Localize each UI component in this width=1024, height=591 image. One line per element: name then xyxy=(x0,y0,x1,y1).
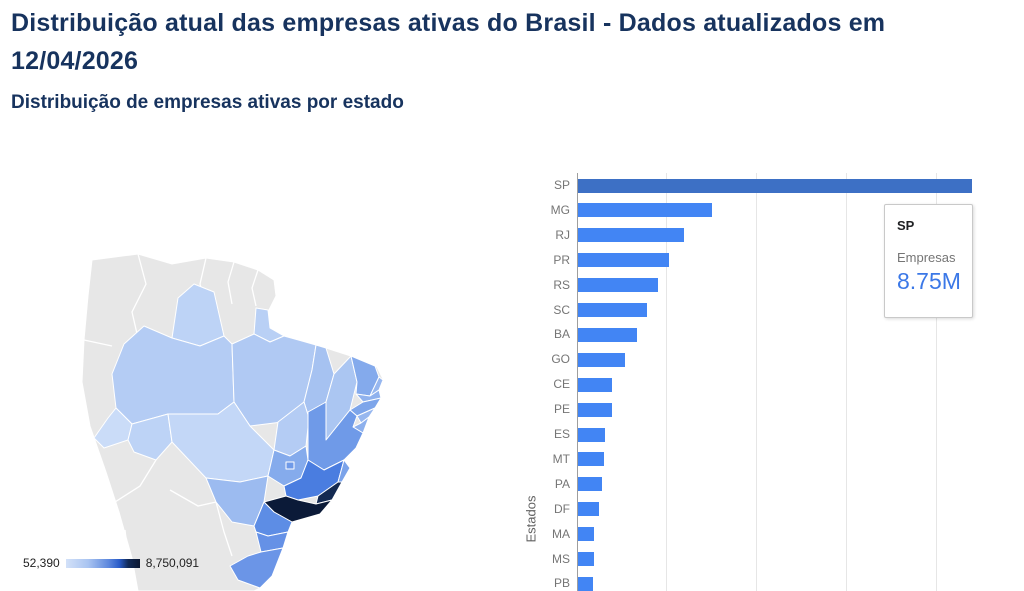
bar-tick-label-BA: BA xyxy=(553,327,570,342)
bar-MA[interactable] xyxy=(578,527,594,542)
bar-BA[interactable] xyxy=(578,327,637,342)
legend-max-label: 8,750,091 xyxy=(145,556,200,570)
bar-tick-label-SC: SC xyxy=(553,302,570,317)
bar-MG[interactable] xyxy=(578,203,712,218)
bar-tick-label-DF: DF xyxy=(554,501,570,516)
legend-gradient-bar[interactable] xyxy=(65,558,140,568)
state-AM[interactable] xyxy=(111,325,235,425)
state-DF[interactable] xyxy=(285,461,295,470)
bar-tick-label-RS: RS xyxy=(553,277,570,292)
state-RS[interactable] xyxy=(229,547,284,589)
bar-tick-label-PR: PR xyxy=(553,252,570,267)
bar-SC[interactable] xyxy=(578,303,647,317)
bar-tick-label-MG: MG xyxy=(550,202,570,217)
bar-tick-label-MA: MA xyxy=(552,526,570,541)
brazil-choropleth-map: 52,390 8,750,091 xyxy=(20,250,460,591)
legend-min-label: 52,390 xyxy=(23,556,60,570)
country-borders xyxy=(83,253,259,591)
state-SC[interactable] xyxy=(255,531,289,553)
color-axis-legend: 52,390 8,750,091 xyxy=(23,556,199,570)
tooltip-series-label: Empresas xyxy=(897,250,956,265)
bar-tick-label-GO: GO xyxy=(551,352,570,367)
tooltip-state: SP xyxy=(897,218,915,233)
bar-MS[interactable] xyxy=(578,552,594,566)
bar-tick-label-ES: ES xyxy=(553,427,570,441)
bar-chart: Estados SP MG RJ PR RS SC BA GO CE PE ES MT PA DF MA MS… xyxy=(520,173,1024,591)
bar-DF[interactable] xyxy=(578,502,599,517)
gridline xyxy=(846,173,847,591)
bar-tick-label-MT: MT xyxy=(552,451,570,466)
bar-tick-label-PE: PE xyxy=(553,402,570,417)
brazil-states xyxy=(93,283,384,589)
bar-tick-label-SP: SP xyxy=(553,178,570,192)
bar-PE[interactable] xyxy=(578,402,612,417)
chart-tooltip: SP Empresas 8.75M xyxy=(884,204,973,318)
bar-PR[interactable] xyxy=(578,253,669,268)
bar-GO[interactable] xyxy=(578,352,625,367)
bar-ES[interactable] xyxy=(578,427,605,442)
page-title: Distribuição atual das empresas ativas d… xyxy=(11,9,886,75)
south-america-map-svg xyxy=(81,253,384,591)
bar-PA[interactable] xyxy=(578,477,602,492)
bar-tick-label-RJ: RJ xyxy=(555,227,570,242)
page-header: Distribuição atual das empresas ativas d… xyxy=(11,4,1016,114)
chart-subtitle: Distribuição de empresas ativas por esta… xyxy=(11,92,404,113)
bar-RJ[interactable] xyxy=(578,228,684,243)
bar-CE[interactable] xyxy=(578,377,612,392)
y-axis-line xyxy=(577,173,578,591)
bar-tick-label-CE: CE xyxy=(553,377,570,392)
gridline xyxy=(936,173,937,591)
bar-tick-label-PA: PA xyxy=(554,476,570,491)
gridline xyxy=(666,173,667,591)
bar-PB[interactable] xyxy=(578,576,593,591)
tooltip-value: 8.75M xyxy=(897,268,961,294)
gridline xyxy=(756,173,757,591)
bar-MT[interactable] xyxy=(578,452,604,467)
bar-SP[interactable] xyxy=(578,178,972,193)
bar-RS[interactable] xyxy=(578,278,658,293)
state-RJ[interactable] xyxy=(315,481,343,505)
bar-tick-label-PB: PB xyxy=(553,576,570,591)
bar-tick-label-MS: MS xyxy=(552,551,570,566)
